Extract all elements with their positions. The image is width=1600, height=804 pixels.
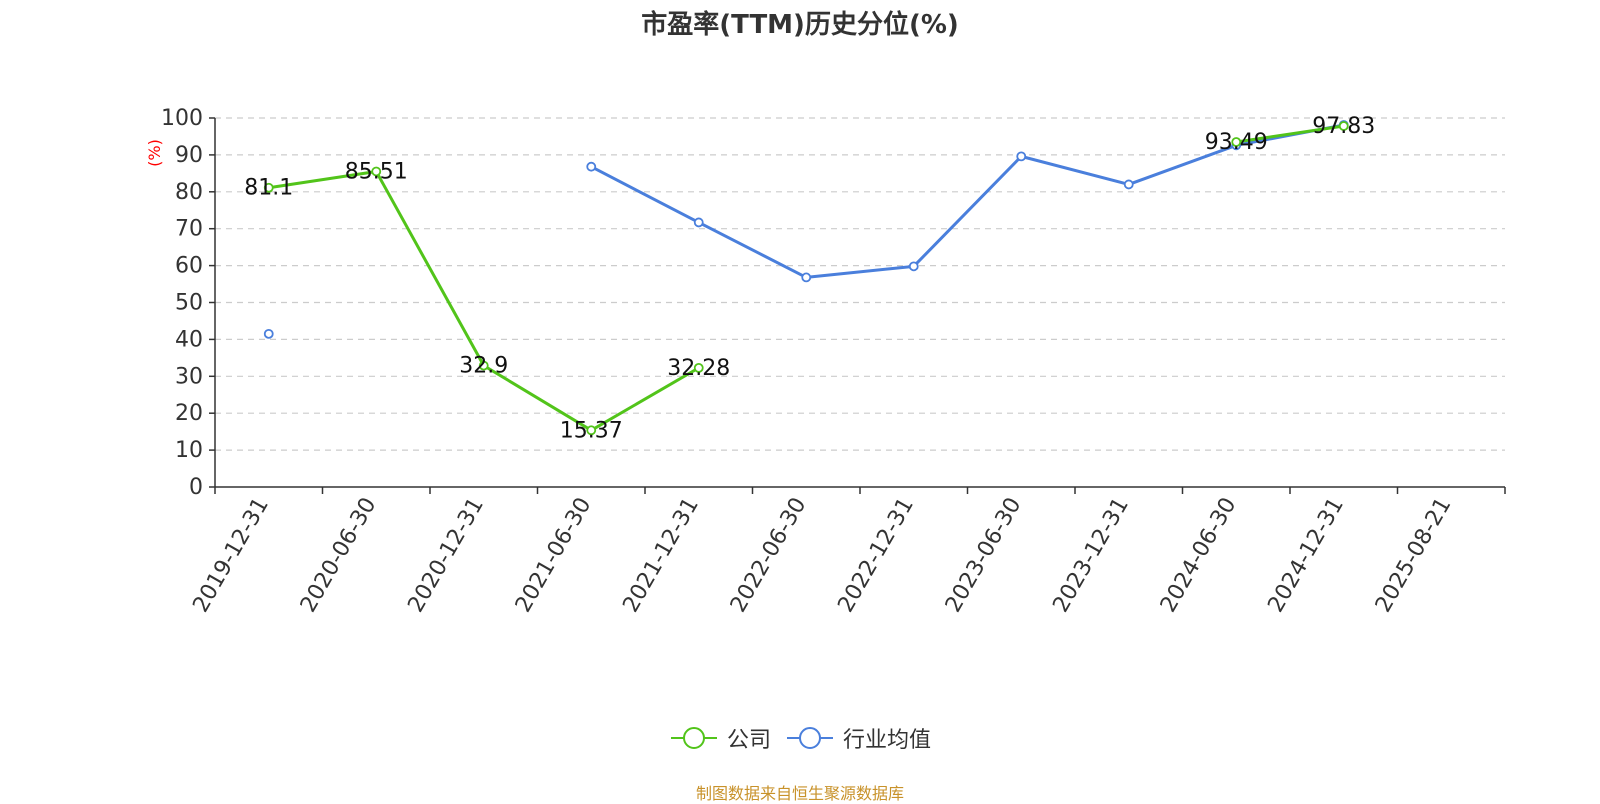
y-tick-label: 10: [175, 438, 203, 463]
data-label: 32.9: [459, 354, 508, 379]
data-label: 85.51: [345, 159, 408, 184]
y-tick-label: 0: [189, 475, 203, 500]
x-tick-label: 2019-12-31: [188, 494, 274, 617]
data-point: [371, 166, 382, 177]
data-point: [693, 362, 704, 373]
x-tick-label: 2022-12-31: [833, 494, 919, 617]
data-label: 15.37: [560, 418, 623, 443]
series-line: [1236, 124, 1344, 144]
data-point: [1231, 137, 1242, 147]
grid-lines: [215, 117, 1505, 451]
data-point: [1123, 179, 1134, 190]
y-tick-label: 70: [175, 217, 203, 242]
legend-item[interactable]: 公司: [669, 722, 771, 754]
y-tick-label: 30: [175, 364, 203, 389]
y-axis-label: (%): [145, 139, 164, 167]
data-label: 81.1: [244, 176, 293, 201]
y-tick-label: 80: [175, 180, 203, 205]
x-tick-label: 2023-12-31: [1048, 494, 1134, 617]
y-tick-label: 20: [175, 401, 203, 426]
source-note: 制图数据来自恒生聚源数据库: [695, 784, 904, 803]
data-point: [693, 217, 704, 228]
data-label: 93.49: [1205, 130, 1268, 155]
y-tick-label: 40: [175, 327, 203, 352]
data-point: [263, 328, 274, 339]
legend-marker-icon: [670, 727, 717, 749]
data-point: [908, 261, 919, 272]
legend-label: 行业均值: [843, 728, 932, 753]
legend-marker-icon: [787, 727, 833, 749]
x-tick-label: 2024-12-31: [1263, 494, 1349, 617]
series-line: [268, 169, 700, 432]
data-point: [586, 161, 597, 172]
legend-item[interactable]: 行业均值: [785, 722, 931, 754]
data-point: [801, 272, 812, 283]
y-tick-label: 90: [175, 143, 203, 168]
legend: 公司 行业均值: [0, 722, 1600, 754]
x-tick-label: 2025-08-21: [1371, 494, 1457, 617]
y-tick-label: 60: [175, 254, 203, 279]
x-tick-label: 2022-06-30: [726, 494, 812, 617]
data-point: [478, 360, 489, 371]
x-tick-label: 2020-12-31: [403, 494, 489, 617]
data-point: [263, 182, 274, 193]
series-line: [590, 123, 1345, 279]
x-tick-label: 2020-06-30: [296, 494, 382, 617]
y-tick-label: 50: [175, 291, 203, 316]
data-label: 32.28: [667, 356, 730, 381]
data-labels: 81.1 85.51 32.9 15.37 32.28 93.49 97.83: [244, 114, 1375, 443]
chart-title: 市盈率(TTM)历史分位(%): [641, 10, 959, 40]
legend-label: 公司: [726, 728, 771, 753]
data-point: [1338, 121, 1349, 131]
series: [263, 120, 1349, 436]
x-tick-label: 2024-06-30: [1156, 494, 1242, 617]
x-tick-label: 2023-06-30: [941, 494, 1027, 617]
data-point: [1016, 151, 1027, 162]
data-label: 97.83: [1312, 114, 1375, 139]
x-tick-label: 2021-12-31: [618, 494, 704, 617]
y-tick-label: 100: [161, 106, 203, 131]
x-tick-label: 2021-06-30: [511, 494, 597, 617]
data-point: [586, 425, 597, 436]
